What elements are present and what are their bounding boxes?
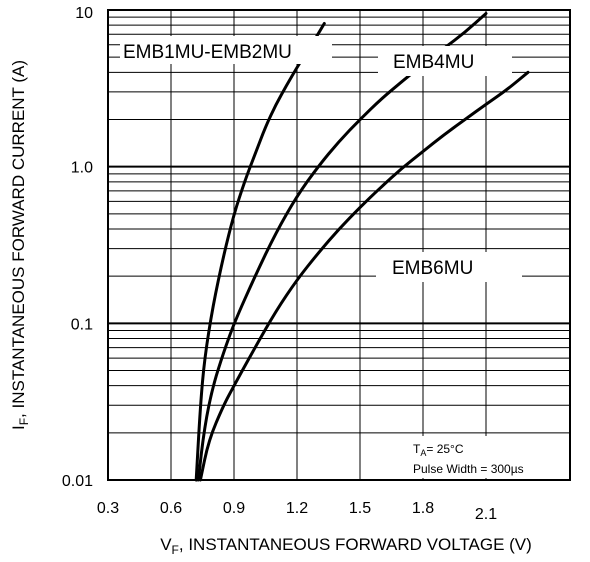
y-tick-label: 0.1 [71,316,93,333]
x-tick-label: 1.5 [349,500,371,517]
series-curves [194,12,530,482]
x-tick-label: 1.2 [286,500,308,517]
x-tick-label: 0.3 [97,500,119,517]
label-box-emb6 [376,252,522,282]
y-tick-labels: 0.01 0.1 1.0 10 [62,5,93,490]
x-axis-title: VF, INSTANTANEOUS FORWARD VOLTAGE (V) [160,535,532,557]
y-tick-label: 1.0 [71,160,93,177]
series-label-emb1mu-emb2mu: EMB1MU-EMB2MU [123,42,292,63]
x-tick-label: 1.8 [412,500,434,517]
grid-lines [107,10,570,481]
y-tick-label: 0.01 [62,473,93,490]
label-box-emb4 [378,46,512,76]
series-curve-2 [196,12,488,482]
series-label-emb6mu: EMB6MU [392,258,473,279]
note-box [406,436,556,478]
series-curve-3 [198,70,530,482]
x-tick-label: 0.6 [160,500,182,517]
y-axis-title: IF, INSTANTANEOUS FORWARD CURRENT (A) [9,60,31,430]
pulse-width-note: Pulse Width = 300µs [413,462,524,476]
x-tick-label: 0.9 [223,500,245,517]
y-tick-label: 10 [75,5,93,22]
label-box-emb1 [120,36,332,64]
series-label-emb4mu: EMB4MU [393,52,474,73]
x-tick-labels: 0.3 0.6 0.9 1.2 1.5 1.8 2.1 [97,500,497,523]
plot-frame [107,9,571,481]
temperature-note: TA= 25°C [413,442,464,458]
x-tick-label: 2.1 [475,506,497,523]
